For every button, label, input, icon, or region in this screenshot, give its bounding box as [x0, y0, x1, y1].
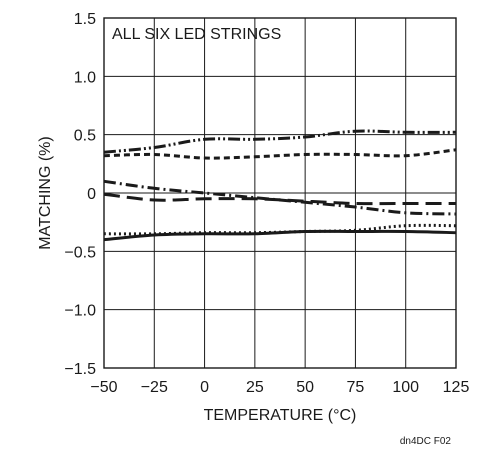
plot-frame	[103, 17, 457, 369]
x-tick-label: 50	[296, 379, 314, 396]
x-tick-label: 0	[200, 379, 209, 396]
x-tick-label: 125	[443, 379, 470, 396]
y-tick-label: −1.5	[64, 361, 96, 378]
figure-label: dn4DC F02	[400, 436, 452, 447]
y-tick-label: 0	[87, 186, 96, 203]
x-tick-label: 100	[392, 379, 419, 396]
x-tick-label: 25	[246, 379, 264, 396]
series-line-long-dash	[103, 192, 456, 206]
y-tick-label: −1.0	[64, 303, 96, 320]
chart-annotation: ALL SIX LED STRINGS	[112, 26, 281, 43]
x-tick-label: −50	[90, 379, 117, 396]
y-tick-label: 0.5	[74, 128, 96, 145]
y-tick-label: 1.5	[74, 11, 96, 28]
series-line-short-dash	[103, 148, 457, 160]
y-tick-label: −0.5	[64, 244, 96, 261]
x-axis-label: TEMPERATURE (°C)	[204, 407, 357, 424]
grid-lines	[104, 18, 456, 368]
tick-labels: −50 −25 0 25 50 75 100 125 −1.5 −1.0 −0.5 0 0.5 1.0 1.…	[64, 11, 469, 396]
x-tick-label: −25	[141, 379, 168, 396]
y-axis-label: MATCHING (%)	[37, 136, 54, 249]
series-lines	[103, 129, 457, 242]
x-tick-label: 75	[347, 379, 365, 396]
series-line-solid	[103, 229, 457, 242]
y-tick-label: 1.0	[74, 69, 96, 86]
series-line-dash-dot	[103, 179, 457, 216]
series-line-dash-dot-dot	[103, 129, 457, 154]
